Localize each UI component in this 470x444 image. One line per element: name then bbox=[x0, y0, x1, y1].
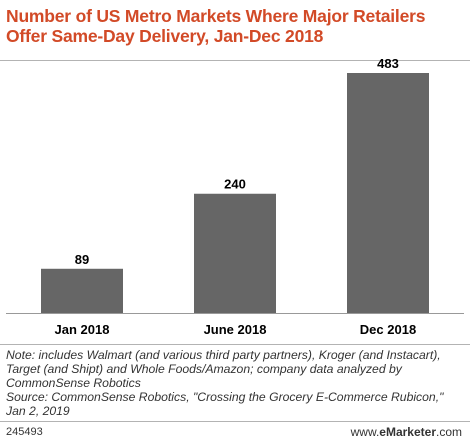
value-label: 483 bbox=[377, 56, 399, 71]
source-text: Source: CommonSense Robotics, "Crossing … bbox=[6, 390, 444, 418]
chart-id: 245493 bbox=[6, 426, 43, 438]
chart-title: Number of US Metro Markets Where Major R… bbox=[6, 6, 426, 46]
bar-jan-2018 bbox=[41, 268, 123, 313]
footer-divider bbox=[0, 421, 470, 422]
brand-suffix: .com bbox=[435, 425, 462, 439]
brand-logo: www.eMarketer.com bbox=[351, 425, 462, 439]
note-text: Note: includes Walmart (and various thir… bbox=[6, 348, 441, 390]
value-label: 240 bbox=[224, 177, 246, 192]
brand-name: eMarketer bbox=[379, 425, 436, 439]
brand-prefix: www. bbox=[350, 425, 380, 439]
category-label: Jan 2018 bbox=[55, 322, 110, 337]
category-label: Dec 2018 bbox=[360, 322, 416, 337]
chart-notes: Note: includes Walmart (and various thir… bbox=[6, 348, 464, 418]
notes-divider bbox=[0, 344, 470, 345]
bar-dec-2018 bbox=[347, 73, 429, 313]
bar-chart: 89 Jan 2018 240 June 2018 483 Dec 2018 bbox=[6, 56, 464, 337]
bar-june-2018 bbox=[194, 193, 276, 313]
value-label: 89 bbox=[75, 252, 89, 267]
category-label: June 2018 bbox=[204, 322, 267, 337]
top-divider bbox=[0, 60, 470, 61]
